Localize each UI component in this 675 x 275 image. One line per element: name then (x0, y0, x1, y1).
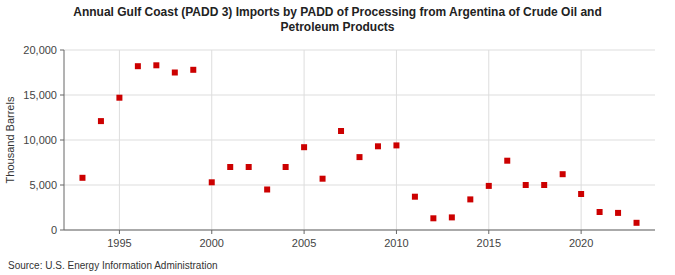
axes: 0 5,000 10,000 15,000 20,000 1995 2000 2005 2010… (23, 44, 655, 249)
point (227, 164, 233, 170)
point (135, 63, 141, 69)
point (172, 70, 178, 76)
point (246, 164, 252, 170)
tick-label-y: 10,000 (23, 134, 57, 146)
grid (64, 50, 655, 230)
point (116, 95, 122, 101)
grid-line-x (488, 50, 489, 230)
tick-y (60, 140, 64, 141)
point (98, 118, 104, 124)
tick-label-y: 0 (51, 224, 57, 236)
tick-y (60, 230, 64, 231)
tick-x (211, 230, 212, 234)
point (264, 187, 270, 193)
tick-y (60, 50, 64, 51)
point (634, 220, 640, 226)
point (430, 215, 436, 221)
tick-x (304, 230, 305, 234)
title-line: Petroleum Products (280, 20, 394, 34)
tick-label-x: 1995 (107, 237, 131, 249)
point (615, 210, 621, 216)
point (375, 143, 381, 149)
point (467, 196, 473, 202)
grid-line-x (211, 50, 212, 230)
tick-label-x: 2000 (200, 237, 224, 249)
tick-label-x: 2015 (477, 237, 501, 249)
chart-container: Annual Gulf Coast (PADD 3) Imports by PA… (0, 0, 675, 275)
point (338, 128, 344, 134)
point (523, 182, 529, 188)
grid-line-y (64, 50, 655, 51)
title-line: Annual Gulf Coast (PADD 3) Imports by PA… (73, 5, 601, 19)
tick-label-y: 15,000 (23, 89, 57, 101)
point (283, 164, 289, 170)
point (153, 62, 159, 68)
tick-x (581, 230, 582, 234)
tick-label-y: 20,000 (23, 44, 57, 56)
point (393, 142, 399, 148)
grid-line-x (304, 50, 305, 230)
point (541, 182, 547, 188)
tick-label-x: 2020 (569, 237, 593, 249)
point (79, 175, 85, 181)
point (357, 154, 363, 160)
point (560, 171, 566, 177)
y-axis-line (64, 50, 65, 230)
grid-line-x (581, 50, 582, 230)
point (209, 179, 215, 185)
point (578, 191, 584, 197)
tick-x (396, 230, 397, 234)
point (597, 209, 603, 215)
point (449, 214, 455, 220)
points (79, 62, 639, 226)
point (320, 176, 326, 182)
grid-line-y (64, 95, 655, 96)
source: Source: U.S. Energy Information Administ… (8, 260, 218, 271)
tick-y (60, 185, 64, 186)
grid-line-y (64, 140, 655, 141)
grid-line-x (396, 50, 397, 230)
point (301, 144, 307, 150)
point (190, 67, 196, 73)
tick-x (119, 230, 120, 234)
tick-x (488, 230, 489, 234)
point (412, 194, 418, 200)
x-axis-line (64, 230, 655, 231)
chart: Annual Gulf Coast (PADD 3) Imports by PA… (0, 0, 675, 275)
tick-label-y: 5,000 (29, 179, 57, 191)
title: Annual Gulf Coast (PADD 3) Imports by PA… (73, 5, 601, 34)
grid-line-y (64, 230, 655, 231)
y-axis-label: Thousand Barrels (4, 96, 16, 183)
grid-line-x (119, 50, 120, 230)
tick-label-x: 2010 (384, 237, 408, 249)
point (486, 183, 492, 189)
tick-label-x: 2005 (292, 237, 316, 249)
tick-y (60, 95, 64, 96)
grid-line-y (64, 185, 655, 186)
point (504, 158, 510, 164)
